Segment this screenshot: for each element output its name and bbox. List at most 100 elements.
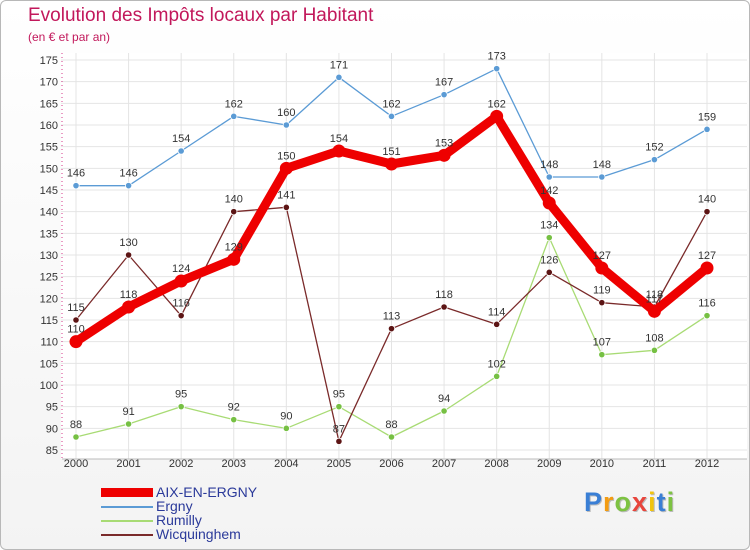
data-point xyxy=(279,161,293,175)
data-point xyxy=(598,299,606,307)
logo-letter: o xyxy=(614,487,633,517)
data-label: 115 xyxy=(67,302,85,314)
data-label: 92 xyxy=(228,402,240,414)
data-point xyxy=(542,196,556,210)
data-point xyxy=(598,173,606,181)
data-point xyxy=(122,300,136,314)
data-label: 114 xyxy=(488,306,506,318)
y-tick-label: 120 xyxy=(40,293,58,305)
data-label: 171 xyxy=(330,59,348,71)
logo-letter: t xyxy=(656,487,667,517)
legend-label: Ergny xyxy=(156,498,193,514)
data-point xyxy=(177,403,185,411)
data-point xyxy=(335,437,343,445)
data-point xyxy=(124,251,133,259)
data-point xyxy=(72,182,80,190)
y-tick-label: 85 xyxy=(46,445,58,457)
data-label: 88 xyxy=(385,419,397,431)
data-point xyxy=(493,320,501,328)
logo-letter: i xyxy=(648,487,657,517)
legend-swatch xyxy=(101,488,153,497)
data-point xyxy=(545,234,553,242)
data-label: 119 xyxy=(593,285,611,297)
x-tick-label: 2004 xyxy=(274,458,298,470)
data-point xyxy=(177,147,185,155)
chart-subtitle: (en € et par an) xyxy=(28,30,111,44)
legend-item: Wicquinghem xyxy=(101,526,341,542)
data-point xyxy=(230,208,238,216)
data-label: 124 xyxy=(172,263,190,275)
data-label: 151 xyxy=(382,146,400,158)
x-tick-label: 2011 xyxy=(643,458,667,470)
data-point xyxy=(703,208,711,216)
x-tick-label: 2002 xyxy=(169,458,193,470)
y-tick-label: 125 xyxy=(40,272,58,284)
logo-letter: r xyxy=(603,487,615,517)
legend-swatch xyxy=(101,506,153,508)
data-point xyxy=(387,112,396,120)
data-label: 130 xyxy=(119,237,137,249)
data-point xyxy=(282,203,290,211)
data-label: 118 xyxy=(646,289,664,301)
data-label: 162 xyxy=(382,98,400,110)
legend-swatch xyxy=(101,534,153,536)
data-point xyxy=(440,407,448,415)
plot-area xyxy=(61,53,747,459)
y-tick-label: 170 xyxy=(40,77,58,89)
data-point xyxy=(650,346,659,354)
data-label: 152 xyxy=(645,142,663,154)
legend-item: Rumilly xyxy=(101,512,341,528)
data-point xyxy=(72,433,80,441)
data-label: 159 xyxy=(698,111,716,123)
logo-letter: i xyxy=(666,487,676,517)
y-tick-label: 110 xyxy=(40,337,58,349)
data-point xyxy=(335,403,343,411)
chart-legend: AIX-EN-ERGNY Ergny Rumilly Wicquinghem xyxy=(101,484,341,542)
data-point xyxy=(493,65,501,73)
y-tick-label: 155 xyxy=(40,142,58,154)
data-label: 154 xyxy=(172,133,190,145)
data-label: 140 xyxy=(698,194,716,206)
data-label: 87 xyxy=(333,423,345,435)
data-label: 95 xyxy=(333,389,345,401)
data-label: 117 xyxy=(646,293,664,305)
x-tick-label: 2008 xyxy=(484,458,508,470)
y-tick-label: 160 xyxy=(40,120,58,132)
data-label: 95 xyxy=(175,389,187,401)
data-point xyxy=(177,312,185,320)
data-label: 94 xyxy=(438,393,450,405)
data-label: 134 xyxy=(540,220,558,232)
data-point xyxy=(69,335,83,349)
data-point xyxy=(493,372,501,380)
x-tick-label: 2012 xyxy=(695,458,719,470)
data-label: 118 xyxy=(120,289,138,301)
data-point xyxy=(124,420,133,428)
data-label: 91 xyxy=(122,406,134,418)
x-tick-label: 2005 xyxy=(327,458,351,470)
y-tick-label: 95 xyxy=(46,402,58,414)
data-point xyxy=(227,252,241,266)
data-point xyxy=(700,261,714,275)
legend-label: Rumilly xyxy=(156,512,202,528)
data-point xyxy=(230,112,238,120)
data-label: 150 xyxy=(277,150,295,162)
data-label: 162 xyxy=(225,98,243,110)
data-label: 154 xyxy=(330,133,348,145)
data-label: 148 xyxy=(540,159,558,171)
logo-letter: x xyxy=(632,487,649,517)
data-point xyxy=(387,433,396,441)
data-point xyxy=(282,424,290,432)
x-tick-label: 2006 xyxy=(379,458,403,470)
y-tick-label: 130 xyxy=(40,250,58,262)
data-point xyxy=(703,125,711,133)
x-tick-label: 2007 xyxy=(432,458,456,470)
data-label: 116 xyxy=(172,298,190,310)
x-tick-label: 2000 xyxy=(64,458,88,470)
data-label: 118 xyxy=(435,289,453,301)
data-label: 146 xyxy=(119,168,137,180)
y-tick-label: 100 xyxy=(40,380,58,392)
data-point xyxy=(647,304,661,318)
chart-title: Evolution des Impôts locaux par Habitant xyxy=(28,5,374,26)
data-point xyxy=(72,316,80,324)
